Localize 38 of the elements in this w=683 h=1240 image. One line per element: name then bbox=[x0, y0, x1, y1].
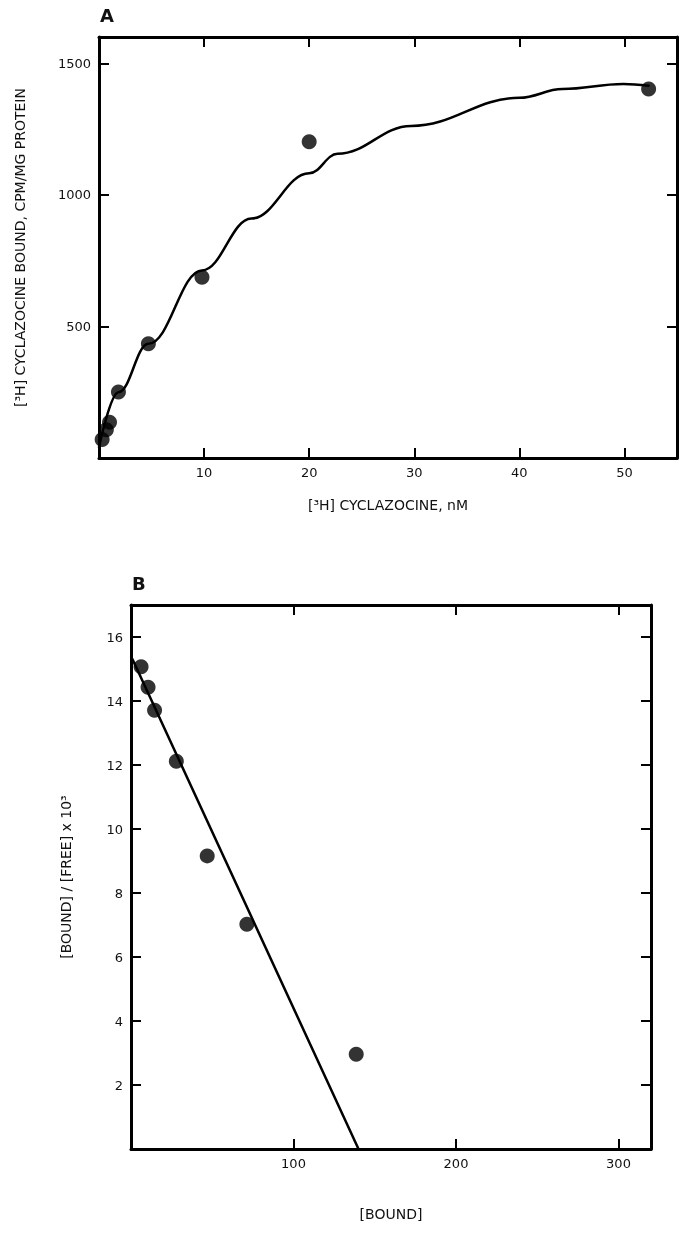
x-tick-label: 30 bbox=[406, 465, 423, 480]
y-tick-label: 12 bbox=[106, 757, 123, 773]
x-tick-label: 40 bbox=[511, 465, 528, 480]
point bbox=[194, 269, 210, 285]
x-tick-label: 200 bbox=[443, 1156, 469, 1171]
y-tick-label: 16 bbox=[106, 629, 123, 645]
point bbox=[110, 384, 126, 400]
y-tick-label: 500 bbox=[66, 318, 91, 334]
y-tick-label: 14 bbox=[106, 693, 123, 709]
x-tick-label: 10 bbox=[195, 465, 213, 480]
chart-title: B bbox=[132, 572, 146, 594]
y-tick-label: 6 bbox=[114, 949, 123, 965]
y-axis-title: [³H] CYCLAZOCINE BOUND, CPM/MG PROTEIN bbox=[12, 88, 28, 407]
y-tick-label: 8 bbox=[114, 885, 123, 901]
y-tick-label: 10 bbox=[106, 821, 123, 837]
point bbox=[140, 336, 156, 352]
x-tick-label: 300 bbox=[606, 1156, 631, 1171]
x-tick-label: 20 bbox=[300, 465, 318, 480]
y-tick-label: 1500 bbox=[57, 55, 91, 71]
point bbox=[168, 753, 184, 769]
point bbox=[348, 1046, 364, 1062]
y-axis-title: [BOUND] / [FREE] x 10³ bbox=[58, 795, 74, 959]
x-axis-title: [³H] CYCLAZOCINE, nM bbox=[308, 497, 468, 513]
point bbox=[199, 848, 215, 864]
x-tick-label: 50 bbox=[616, 465, 633, 480]
point bbox=[102, 414, 118, 430]
point bbox=[140, 679, 156, 695]
y-tick-label: 2 bbox=[114, 1077, 123, 1093]
point bbox=[147, 702, 163, 718]
point bbox=[239, 916, 255, 932]
x-axis-title: [BOUND] bbox=[359, 1206, 423, 1222]
point bbox=[133, 659, 149, 675]
y-tick-label: 4 bbox=[114, 1013, 123, 1029]
x-tick-label: 100 bbox=[281, 1156, 306, 1171]
point bbox=[301, 134, 317, 150]
chart-title: A bbox=[100, 4, 114, 26]
point bbox=[641, 81, 657, 97]
y-tick-label: 1000 bbox=[57, 187, 91, 203]
